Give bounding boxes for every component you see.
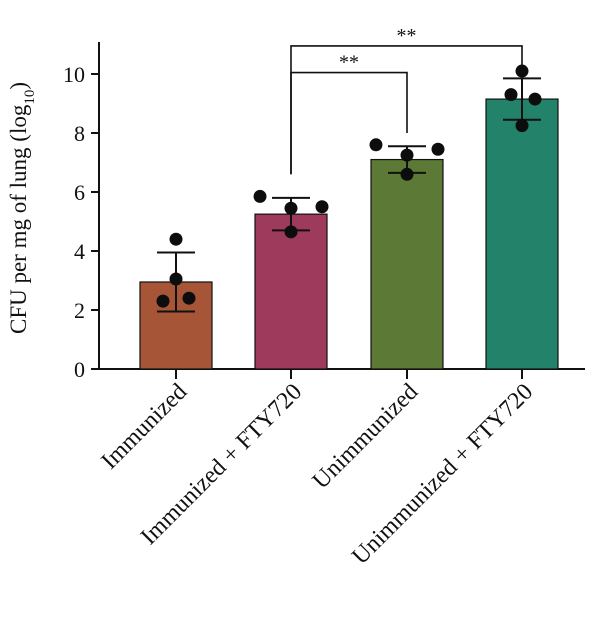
data-point: [169, 232, 183, 246]
error-bars: [157, 77, 541, 313]
category-label: Immunized: [97, 379, 193, 475]
data-point: [400, 148, 414, 162]
data-point: [156, 294, 170, 308]
category-label: Unimmunized: [308, 379, 423, 494]
data-point: [431, 142, 445, 156]
bar: [254, 213, 328, 370]
bar: [370, 158, 444, 370]
significance-label: **: [339, 52, 359, 74]
y-tick-label: 6: [74, 180, 85, 205]
y-tick-label: 4: [74, 239, 85, 264]
data-point: [369, 138, 383, 152]
significance-brackets: ** **: [290, 25, 523, 175]
data-point: [528, 92, 542, 106]
y-tick-label: 10: [63, 62, 85, 87]
y-tick-label: 8: [74, 121, 85, 146]
data-point: [284, 225, 298, 239]
data-point: [400, 167, 414, 181]
data-point: [515, 119, 529, 133]
svg-text:CFU per mg of lung (log10): CFU per mg of lung (log10): [6, 82, 38, 334]
bar: [485, 98, 559, 370]
y-axis-title-suffix: ): [6, 82, 31, 90]
data-points: [156, 64, 542, 308]
y-axis-title-main: CFU per mg of lung (log: [6, 104, 31, 334]
y-tick-label: 2: [74, 298, 85, 323]
y-axis-title: CFU per mg of lung (log10): [6, 82, 38, 334]
data-point: [182, 291, 196, 305]
significance-bracket: [290, 45, 523, 175]
data-point: [169, 272, 183, 286]
significance-label: **: [397, 25, 417, 47]
data-point: [315, 200, 329, 214]
data-point: [284, 201, 298, 215]
y-tick-label: 0: [74, 357, 85, 382]
bars: [139, 98, 559, 370]
data-point: [515, 64, 529, 78]
data-point: [504, 88, 518, 102]
y-axis-title-subscript: 10: [22, 90, 38, 105]
data-point: [253, 189, 267, 203]
